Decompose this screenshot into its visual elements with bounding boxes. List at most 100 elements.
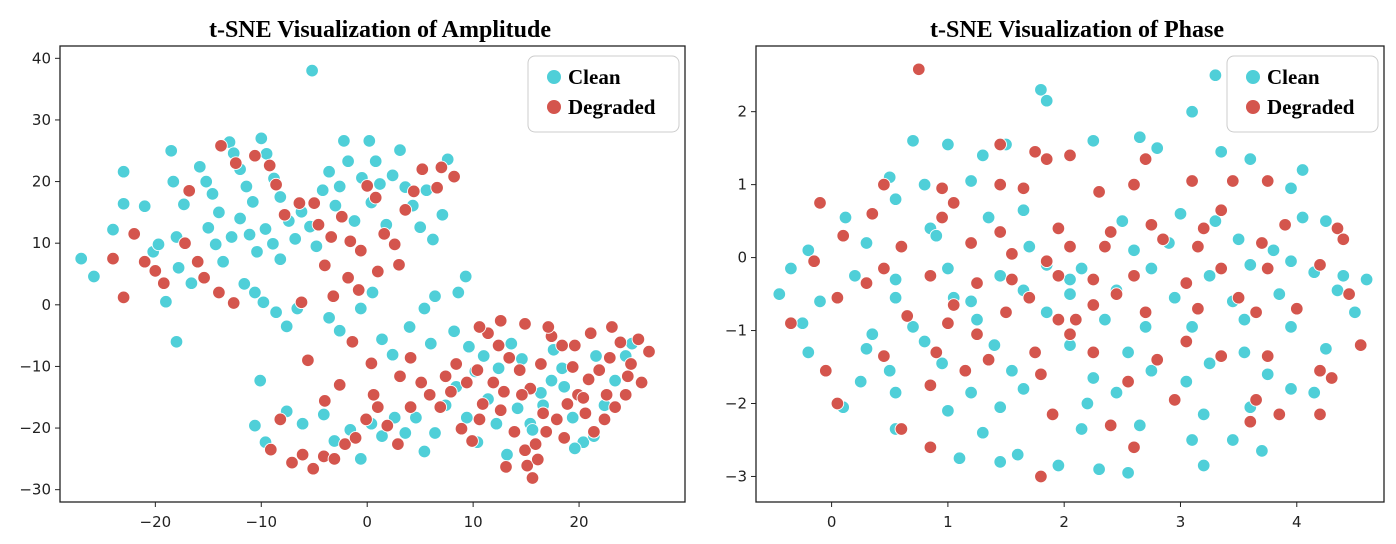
amplitude-clean-point — [295, 416, 310, 431]
phase-clean-point — [1016, 203, 1031, 217]
amplitude-degraded-point — [603, 351, 617, 365]
amplitude-clean-point — [402, 320, 417, 334]
phase-clean-point — [1260, 367, 1275, 382]
amplitude-degraded-point — [248, 148, 262, 163]
phase-chart-title: t-SNE Visualization of Phase — [930, 17, 1224, 43]
phase-degraded-point — [1098, 239, 1112, 254]
amplitude-clean-point — [375, 429, 389, 443]
amplitude-degraded-point — [528, 437, 543, 451]
amplitude-degraded-point — [178, 236, 192, 250]
phase-clean-point — [1167, 290, 1182, 305]
phase-degraded-point — [1092, 185, 1106, 199]
amplitude-clean-point — [237, 277, 252, 291]
amplitude-clean-point — [409, 410, 423, 425]
amplitude-degraded-point — [106, 251, 120, 266]
phase-clean-point — [1086, 134, 1101, 148]
amplitude-clean-point — [164, 144, 178, 158]
amplitude-degraded-point — [277, 208, 292, 222]
phase-degraded-point — [1039, 152, 1054, 166]
amplitude-degraded-point — [343, 234, 358, 249]
phase-clean-point — [1214, 145, 1228, 159]
amplitude-x-tick-label: 10 — [464, 513, 483, 531]
phase-degraded-point — [1313, 258, 1327, 272]
phase-points — [772, 62, 1374, 484]
amplitude-degraded-point — [433, 400, 448, 414]
phase-clean-point — [1150, 141, 1164, 155]
phase-degraded-point — [877, 261, 891, 276]
amplitude-degraded-point — [380, 418, 395, 433]
phase-clean-point — [1005, 363, 1019, 378]
phase-degraded-point — [1214, 203, 1228, 217]
phase-degraded-point — [964, 236, 978, 250]
phase-degraded-point — [865, 207, 880, 221]
amplitude-degraded-point — [127, 227, 141, 241]
phase-clean-point — [1266, 243, 1281, 258]
amplitude-degraded-point — [550, 412, 564, 427]
phase-clean-point — [859, 236, 874, 250]
amplitude-clean-point — [239, 179, 254, 194]
amplitude-degraded-point — [403, 400, 418, 414]
amplitude-degraded-point — [414, 375, 428, 390]
amplitude-degraded-point — [335, 209, 349, 224]
phase-degraded-point — [1260, 261, 1275, 276]
amplitude-clean-point — [87, 269, 101, 284]
amplitude-y-tick-label: −30 — [19, 481, 51, 499]
phase-clean-point — [917, 177, 932, 192]
phase-degraded-point — [1069, 312, 1083, 327]
amplitude-clean-point — [375, 332, 389, 347]
phase-y-tick-label: −1 — [725, 322, 747, 340]
amplitude-degraded-point — [212, 285, 226, 300]
amplitude-degraded-point — [541, 320, 556, 334]
phase-degraded-point — [1063, 239, 1077, 254]
phase-clean-point — [1144, 261, 1159, 276]
amplitude-degraded-point — [148, 264, 163, 278]
amplitude-clean-point — [253, 373, 267, 388]
amplitude-degraded-point — [269, 177, 283, 192]
phase-degraded-point — [1034, 367, 1048, 382]
amplitude-clean-point — [116, 164, 131, 179]
phase-clean-point — [993, 400, 1007, 414]
phase-clean-point — [1133, 130, 1147, 144]
amplitude-clean-point — [166, 174, 181, 189]
amplitude-clean-point — [317, 407, 331, 422]
amplitude-degraded-point — [351, 283, 366, 297]
phase-degraded-point — [1086, 298, 1101, 312]
phase-degraded-point — [1005, 247, 1019, 261]
amplitude-degraded-point — [631, 332, 646, 347]
amplitude-degraded-point — [226, 296, 241, 310]
amplitude-degraded-point — [197, 270, 211, 285]
amplitude-legend-degraded-label: Degraded — [568, 95, 656, 119]
amplitude-clean-point — [288, 232, 302, 246]
phase-degraded-point — [1138, 152, 1153, 166]
phase-degraded-point — [1255, 236, 1269, 250]
phase-clean-point — [1086, 371, 1101, 385]
phase-clean-point — [1127, 243, 1141, 258]
phase-degraded-point — [1138, 305, 1153, 320]
phase-degraded-point — [836, 228, 850, 243]
phase-clean-point — [952, 451, 967, 465]
amplitude-clean-point — [608, 373, 622, 388]
amplitude-degraded-point — [415, 162, 430, 176]
amplitude-legend-clean-marker — [547, 70, 561, 84]
phase-clean-point — [1173, 207, 1188, 221]
phase-degraded-point — [1005, 272, 1019, 287]
amplitude-degraded-point — [345, 335, 360, 349]
phase-clean-point — [1202, 269, 1217, 283]
phase-x-tick-label: 1 — [943, 513, 953, 531]
amplitude-degraded-point — [137, 254, 152, 269]
phase-clean-point — [1185, 320, 1199, 334]
amplitude-clean-point — [269, 305, 283, 319]
phase-clean-point — [1202, 356, 1217, 371]
amplitude-degraded-point — [430, 180, 444, 195]
amplitude-clean-point — [435, 208, 450, 222]
phase-degraded-point — [1260, 174, 1275, 188]
amplitude-degraded-point — [338, 437, 352, 451]
amplitude-clean-point — [426, 232, 440, 247]
phase-degraded-point — [819, 363, 833, 378]
phase-degraded-point — [1214, 261, 1228, 276]
phase-degraded-point — [993, 177, 1007, 192]
amplitude-degraded-point — [359, 412, 373, 427]
phase-degraded-point — [1290, 301, 1304, 316]
amplitude-degraded-point — [391, 437, 405, 451]
phase-degraded-point — [1127, 269, 1141, 283]
